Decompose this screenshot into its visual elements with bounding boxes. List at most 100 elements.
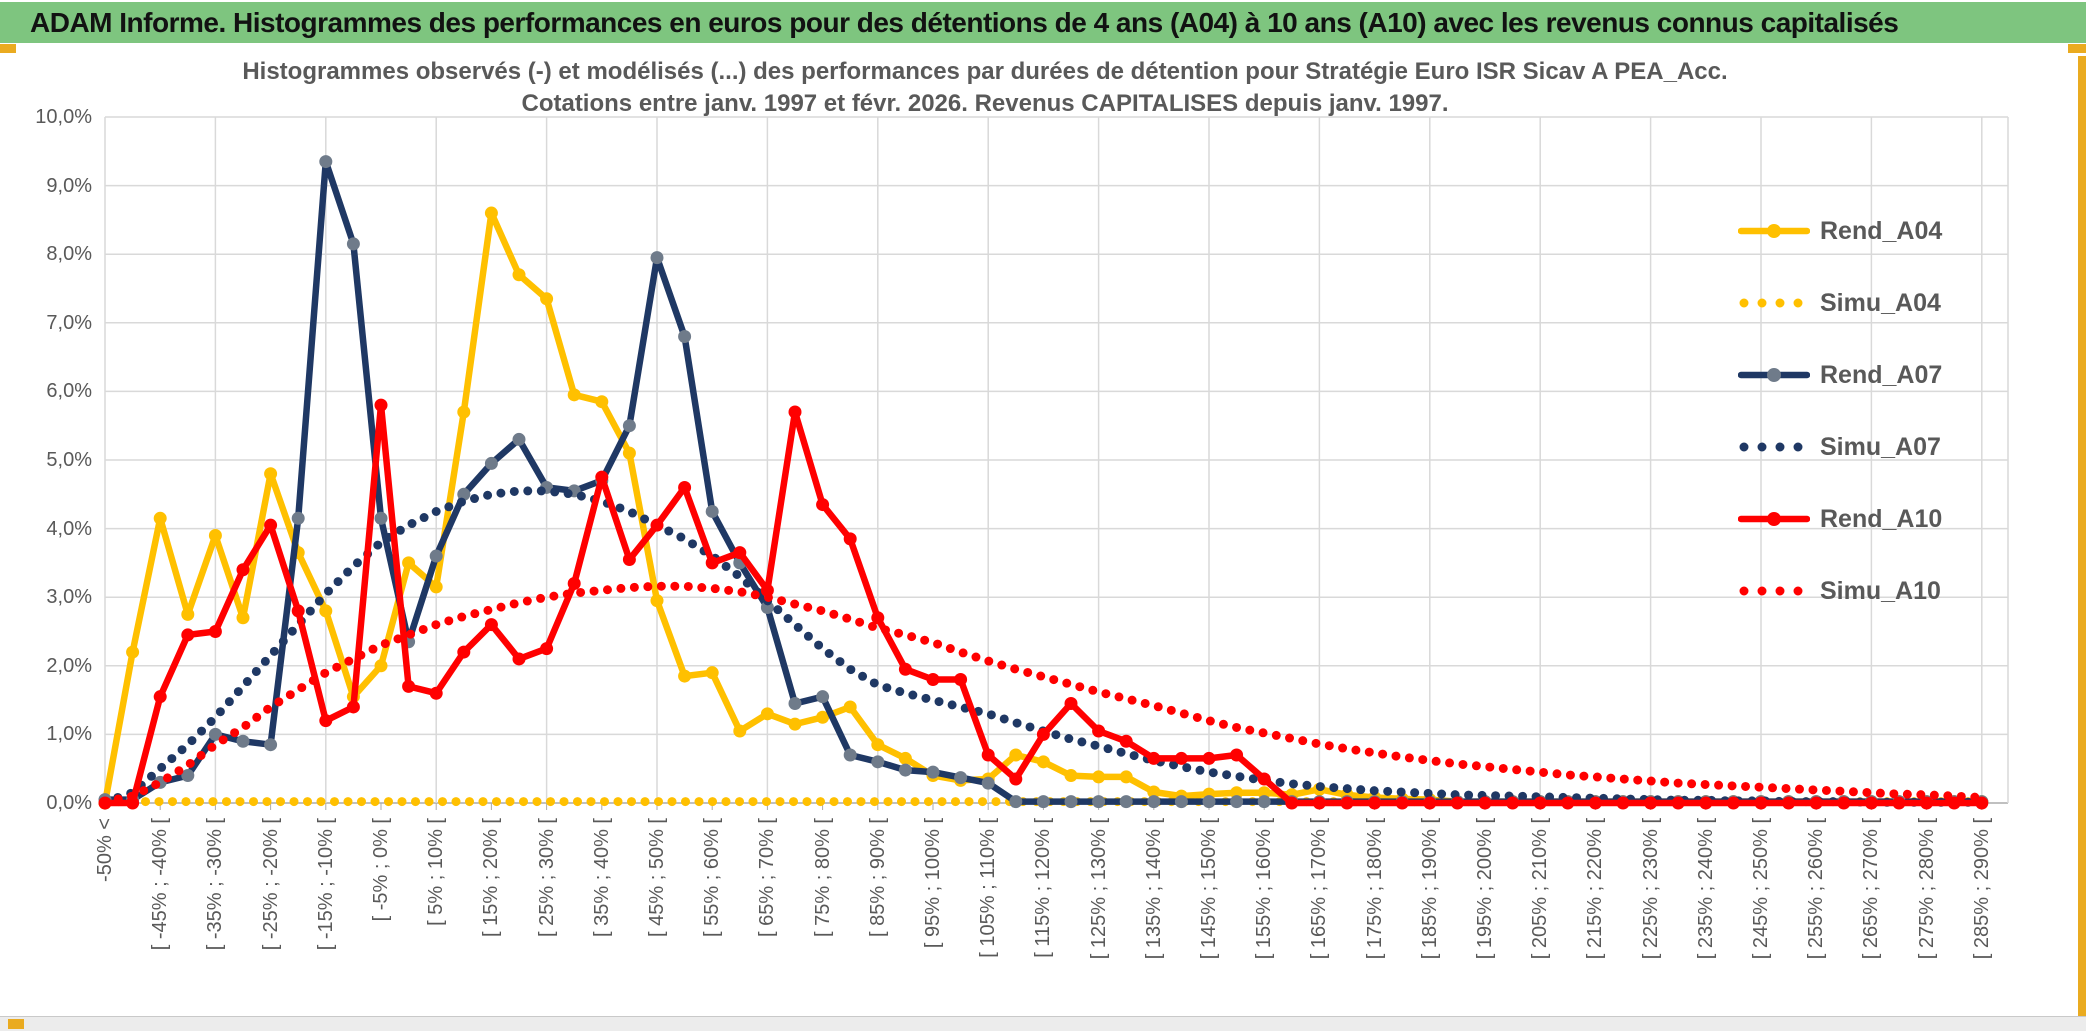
marker-Rend_A10: [346, 700, 360, 714]
legend-item-label: Rend_A07: [1820, 360, 1943, 389]
marker-Rend_A07: [512, 432, 526, 446]
x-tick-label: [ 235% ; 240% [: [1694, 818, 1717, 960]
marker-Rend_A10: [981, 748, 995, 762]
marker-Rend_A10: [264, 518, 278, 532]
marker-Rend_A10: [1864, 796, 1878, 810]
marker-Rend_A07: [705, 504, 719, 518]
marker-Rend_A10: [1782, 796, 1796, 810]
marker-Rend_A07: [678, 330, 692, 344]
marker-Rend_A04: [816, 710, 830, 724]
marker-Rend_A04: [898, 751, 912, 765]
marker-Rend_A04: [871, 738, 885, 752]
x-tick-label: [ 145% ; 150% [: [1198, 818, 1220, 960]
marker-Rend_A10: [1285, 796, 1299, 810]
marker-Rend_A07: [1119, 795, 1133, 809]
marker-Rend_A10: [1009, 772, 1023, 786]
marker-Rend_A04: [1230, 786, 1244, 800]
marker-Rend_A10: [1368, 796, 1382, 810]
legend-swatch: [1739, 298, 1810, 308]
marker-Rend_A07: [484, 456, 498, 470]
marker-Rend_A04: [705, 666, 719, 680]
legend-item-Simu_A04[interactable]: Simu_A04: [1738, 267, 1942, 339]
marker-Rend_A04: [1009, 748, 1023, 762]
legend-item-label: Rend_A04: [1820, 216, 1943, 245]
marker-Rend_A04: [1147, 785, 1161, 799]
x-tick-label: [ 135% ; 140% [: [1142, 818, 1165, 960]
y-tick-label: 3,0%: [46, 586, 92, 609]
x-tick-label: [ 35% ; 40% [: [590, 818, 613, 937]
marker-Rend_A10: [319, 714, 333, 728]
marker-Rend_A04: [622, 446, 636, 460]
header-title: ADAM Informe. Histogrammes des performan…: [30, 6, 1899, 38]
marker-Rend_A07: [346, 237, 360, 251]
legend-swatch: [1739, 586, 1810, 596]
marker-Rend_A04: [595, 395, 609, 409]
marker-Rend_A07: [1202, 795, 1216, 809]
marker-Rend_A10: [1395, 796, 1409, 810]
marker-Rend_A07: [208, 727, 222, 741]
legend-item-Rend_A07[interactable]: Rend_A07: [1738, 339, 1942, 411]
marker-Rend_A10: [816, 498, 830, 512]
marker-Rend_A10: [1588, 796, 1602, 810]
marker-Rend_A10: [291, 604, 305, 618]
y-tick-label: 2,0%: [46, 654, 92, 677]
chart-title-line1: Histogrammes observés (-) et modélisés (…: [242, 58, 1728, 85]
marker-Rend_A10: [1423, 796, 1437, 810]
x-tick-label: [ 175% ; 180% [: [1363, 818, 1386, 960]
marker-Rend_A10: [1202, 751, 1216, 765]
marker-Rend_A10: [705, 556, 719, 570]
legend-item-Simu_A07[interactable]: Simu_A07: [1738, 411, 1942, 483]
y-tick-label: 7,0%: [46, 311, 92, 334]
marker-Rend_A10: [153, 690, 167, 704]
legend-item-Rend_A04[interactable]: Rend_A04: [1738, 195, 1942, 267]
legend: Rend_A04 Simu_A04 Rend_A07 Simu_A07 Rend_A10…: [1738, 195, 1942, 627]
marker-Rend_A07: [1009, 795, 1023, 809]
marker-Rend_A10: [678, 480, 692, 494]
marker-Rend_A04: [457, 405, 471, 419]
marker-Rend_A07: [291, 511, 305, 525]
x-tick-label: [ -15% ; -10% [: [314, 818, 337, 951]
legend-item-Rend_A10[interactable]: Rend_A10: [1738, 483, 1942, 555]
marker-Rend_A04: [153, 511, 167, 525]
x-tick-label: [ -35% ; -30% [: [204, 818, 227, 951]
marker-Rend_A10: [1147, 751, 1161, 765]
marker-Rend_A10: [595, 470, 609, 484]
marker-Rend_A10: [1174, 751, 1188, 765]
gold-accent-top-right: [2068, 44, 2086, 53]
marker-Rend_A10: [1506, 796, 1520, 810]
marker-Rend_A10: [871, 611, 885, 625]
series-line-Rend_A04: [101, 209, 1986, 807]
x-tick-label: [ 25% ; 30% [: [535, 818, 558, 937]
marker-Rend_A10: [1671, 796, 1685, 810]
y-tick-label: 0,0%: [46, 792, 92, 814]
marker-Rend_A07: [898, 763, 912, 777]
marker-Rend_A07: [457, 487, 471, 501]
marker-Rend_A10: [1837, 796, 1851, 810]
x-tick-label: [ 155% ; 160% [: [1253, 818, 1276, 960]
x-tick-label: [ 95% ; 100% [: [922, 818, 944, 949]
marker-Rend_A10: [484, 618, 498, 632]
marker-Rend_A10: [1257, 772, 1271, 786]
marker-Rend_A07: [374, 511, 388, 525]
marker-Rend_A07: [181, 769, 195, 783]
marker-Rend_A10: [1478, 796, 1492, 810]
marker-Rend_A10: [1312, 796, 1326, 810]
x-tick-label: [ -5% ; 0% [: [370, 818, 392, 922]
marker-Rend_A10: [650, 518, 664, 532]
marker-Rend_A07: [1092, 795, 1106, 809]
marker-Rend_A10: [1230, 748, 1244, 762]
marker-Rend_A07: [1064, 795, 1078, 809]
x-tick-label: [ 205% ; 210% [: [1529, 818, 1552, 960]
legend-item-Simu_A10[interactable]: Simu_A10: [1738, 555, 1942, 627]
marker-Rend_A04: [1036, 755, 1050, 769]
marker-Rend_A04: [319, 604, 333, 618]
marker-Rend_A10: [788, 405, 802, 419]
marker-Rend_A07: [622, 419, 636, 433]
marker-Rend_A04: [264, 467, 278, 481]
legend-swatch: [1738, 512, 1810, 526]
marker-Rend_A04: [760, 707, 774, 721]
y-tick-label: 5,0%: [46, 449, 92, 471]
marker-Rend_A10: [567, 576, 581, 590]
x-tick-label: [ 275% ; 280% [: [1915, 818, 1938, 960]
